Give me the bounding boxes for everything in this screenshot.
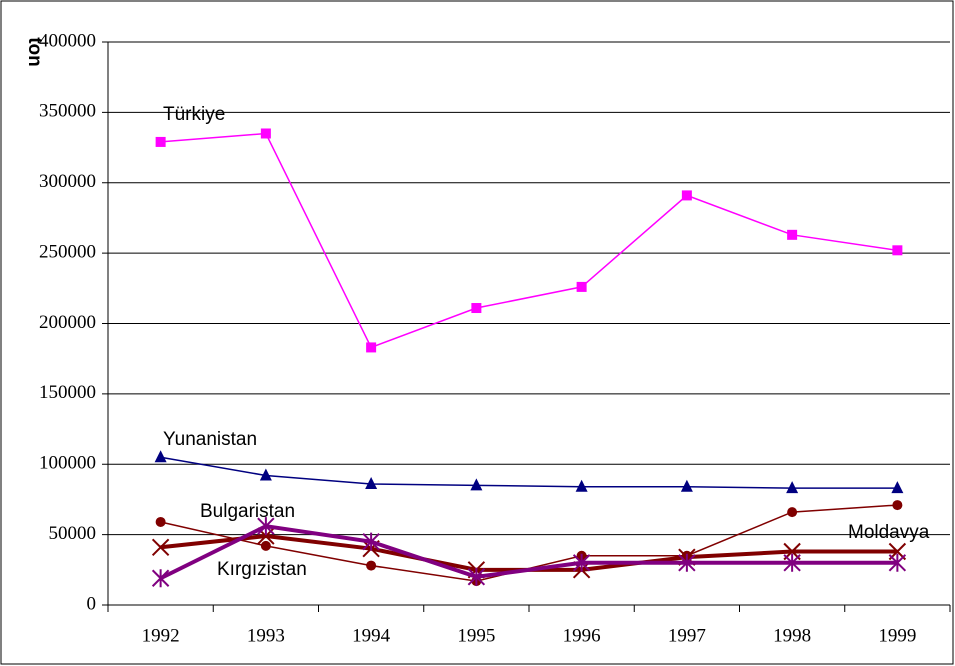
series-label: Türkiye xyxy=(163,104,225,125)
marker xyxy=(678,553,696,572)
marker xyxy=(467,567,486,586)
series-label: Moldavya xyxy=(848,522,930,543)
marker xyxy=(151,569,170,588)
marker xyxy=(787,229,798,240)
y-tick-label: 250000 xyxy=(39,241,96,262)
marker xyxy=(366,342,377,353)
marker xyxy=(470,478,483,491)
marker xyxy=(892,500,903,511)
series-label: Bulgaristan xyxy=(200,501,295,522)
y-tick-label: 100000 xyxy=(39,453,96,474)
marker xyxy=(891,481,904,494)
marker xyxy=(681,190,692,201)
y-tick-label: 150000 xyxy=(39,382,96,403)
y-axis-label: ton xyxy=(24,37,45,67)
x-tick-label: 1998 xyxy=(773,625,811,646)
marker xyxy=(257,517,275,536)
series-line xyxy=(160,132,898,349)
x-tick-label: 1997 xyxy=(668,625,706,646)
marker xyxy=(572,553,591,572)
marker xyxy=(787,507,798,518)
y-tick-label: 350000 xyxy=(39,101,96,122)
y-tick-label: 200000 xyxy=(39,312,96,333)
marker xyxy=(155,516,166,527)
marker xyxy=(151,538,170,556)
marker xyxy=(471,303,482,314)
marker xyxy=(888,553,907,572)
x-tick-label: 1999 xyxy=(878,625,916,646)
marker xyxy=(155,136,166,147)
marker xyxy=(154,450,167,463)
marker xyxy=(786,481,799,494)
marker xyxy=(259,468,272,481)
x-tick-label: 1996 xyxy=(563,625,601,646)
series-line xyxy=(159,524,898,581)
marker xyxy=(783,553,801,572)
x-tick-label: 1992 xyxy=(142,625,180,646)
marker xyxy=(576,281,587,292)
x-tick-label: 1995 xyxy=(457,625,495,646)
series-label: Yunanistan xyxy=(163,429,257,450)
marker xyxy=(892,245,903,256)
marker xyxy=(680,479,693,492)
y-tick-label: 50000 xyxy=(49,523,97,544)
marker xyxy=(365,476,378,489)
y-tick-label: 0 xyxy=(87,593,97,614)
marker xyxy=(260,540,271,551)
marker xyxy=(575,479,588,492)
marker xyxy=(260,128,271,139)
x-tick-label: 1993 xyxy=(247,625,285,646)
x-tick-label: 1994 xyxy=(352,625,391,646)
series-line xyxy=(160,456,898,489)
y-tick-label: 300000 xyxy=(39,171,96,192)
series-label: Kırgızistan xyxy=(217,559,307,580)
marker xyxy=(366,560,377,571)
marker xyxy=(362,532,380,551)
y-tick-label: 400000 xyxy=(39,30,96,51)
